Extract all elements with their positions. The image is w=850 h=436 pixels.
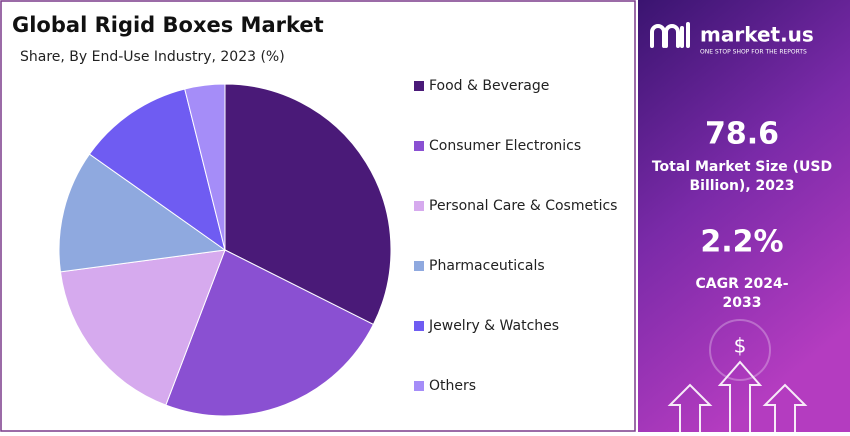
decor-arrows	[667, 319, 808, 432]
pie-slice	[58, 153, 227, 273]
legend-label: Jewelry & Watches	[428, 318, 559, 334]
dollar-icon: $	[734, 334, 747, 358]
pie-slice	[224, 83, 392, 326]
pie	[58, 83, 392, 417]
legend-label: Food & Beverage	[429, 78, 549, 94]
market-size-label: Total Market Size (USD Billion), 2023	[651, 159, 833, 194]
cagr-label-box: CAGR 2024-2033	[695, 276, 789, 311]
legend-label: Pharmaceuticals	[429, 258, 545, 274]
pie-slice	[184, 83, 226, 251]
legend-swatch	[414, 201, 424, 211]
pie-slice	[165, 249, 375, 417]
tagline: ONE STOP SHOP FOR THE REPORTS	[700, 49, 807, 56]
brand: market.us	[700, 23, 814, 47]
cagr: 2.2%	[700, 225, 783, 260]
chart-title: Global Rigid Boxes Market	[12, 13, 324, 37]
legend: Food & Beverage Consumer Electronics Perso…	[414, 78, 617, 394]
logo-mark	[650, 22, 690, 48]
legend-label: Others	[429, 378, 476, 394]
legend-swatch	[414, 261, 424, 271]
legend-swatch	[414, 81, 424, 91]
legend-swatch	[414, 141, 424, 151]
legend-swatch	[414, 381, 424, 391]
pie-slice	[59, 249, 226, 406]
legend-swatch	[414, 321, 424, 331]
market-size-label-box: Total Market Size (USD Billion), 2023	[651, 159, 833, 194]
info-panel	[638, 0, 850, 432]
market-size: 78.6	[705, 117, 779, 152]
chart-subtitle: Share, By End-Use Industry, 2023 (%)	[20, 49, 285, 65]
cagr-label: CAGR 2024-2033	[695, 276, 789, 311]
pie-slice	[88, 88, 226, 252]
legend-label: Personal Care & Cosmetics	[429, 198, 617, 214]
legend-label: Consumer Electronics	[429, 138, 581, 154]
